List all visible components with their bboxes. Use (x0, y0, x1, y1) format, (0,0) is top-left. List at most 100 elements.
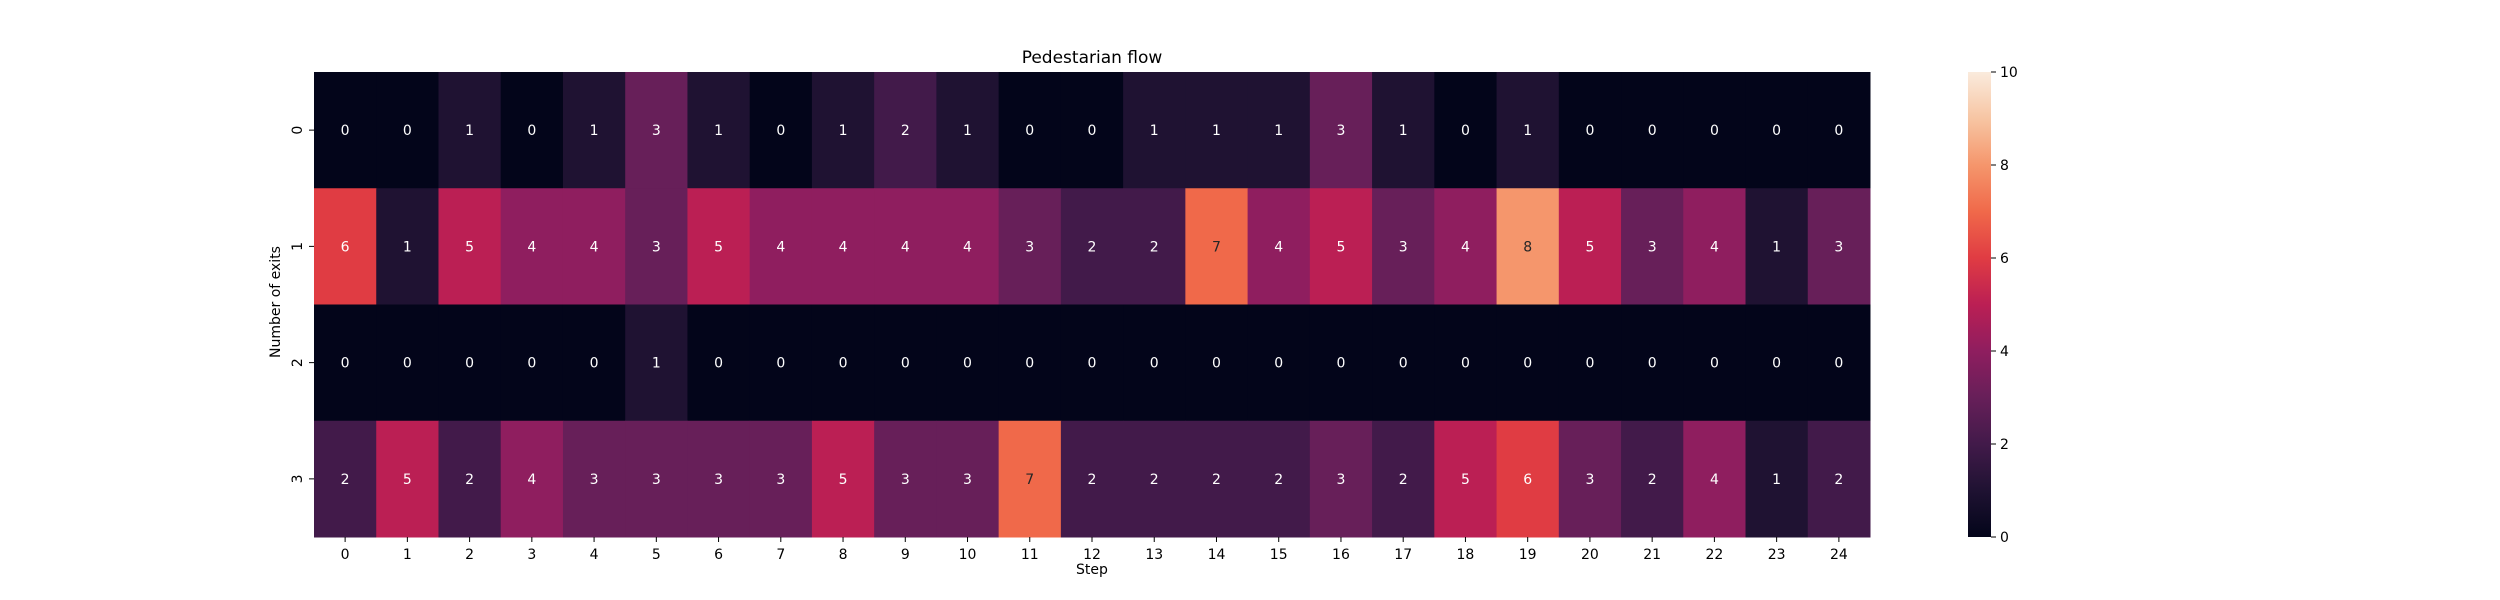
y-tick-label: 1 (290, 242, 306, 251)
x-tick-label: 3 (527, 547, 536, 563)
heatmap-cell (1247, 304, 1311, 422)
heatmap-cell (811, 188, 875, 305)
heatmap-cell (1745, 304, 1809, 422)
heatmap-cell (625, 72, 688, 189)
cell-value-label: 0 (1088, 123, 1097, 139)
heatmap-cell (1060, 72, 1124, 189)
cell-value-label: 3 (1585, 472, 1594, 488)
cell-value-label: 0 (1710, 123, 1719, 139)
heatmap-cell (874, 420, 937, 538)
heatmap-cell (1807, 72, 1871, 189)
heatmap-cell (874, 304, 937, 422)
cell-value-label: 1 (465, 123, 474, 139)
heatmap-cell (998, 420, 1062, 538)
cell-value-label: 0 (1212, 356, 1221, 372)
cell-value-label: 0 (403, 356, 412, 372)
heatmap-cell (1558, 304, 1622, 422)
y-tick-label: 2 (290, 358, 306, 367)
x-tick-label: 15 (1270, 547, 1288, 563)
cell-value-label: 0 (1710, 356, 1719, 372)
heatmap-cell (1683, 188, 1747, 305)
cell-value-label: 0 (1523, 356, 1532, 372)
cell-value-label: 2 (901, 123, 910, 139)
heatmap-cell (998, 72, 1062, 189)
heatmap-cell (1247, 72, 1311, 189)
x-tick-label: 17 (1394, 547, 1412, 563)
heatmap-cell (438, 420, 502, 538)
cell-value-label: 3 (1025, 239, 1034, 255)
heatmap-cell (1309, 188, 1373, 305)
heatmap-cell (936, 188, 1000, 305)
cell-value-label: 0 (527, 123, 536, 139)
x-tick-label: 18 (1457, 547, 1475, 563)
heatmap-cell (500, 420, 564, 538)
colorbar-tick-label: 4 (2000, 344, 2009, 360)
y-tick-label: 0 (290, 126, 306, 135)
heatmap-cell (314, 72, 377, 189)
heatmap-cell (687, 304, 751, 422)
cell-value-label: 1 (714, 123, 723, 139)
cell-value-label: 6 (1523, 472, 1532, 488)
heatmap-cell (1621, 420, 1684, 538)
heatmap-cell (1496, 72, 1560, 189)
cell-value-label: 6 (341, 239, 350, 255)
cell-value-label: 5 (1336, 239, 1345, 255)
heatmap-cell (1309, 304, 1373, 422)
cell-value-label: 0 (1585, 123, 1594, 139)
cell-value-label: 0 (1461, 123, 1470, 139)
heatmap-cell (1123, 304, 1186, 422)
cell-value-label: 5 (1461, 472, 1470, 488)
colorbar-tick-label: 0 (2000, 530, 2009, 546)
heatmap-cell (687, 188, 751, 305)
heatmap-cell (1683, 304, 1747, 422)
colorbar-tick-label: 8 (2000, 158, 2009, 174)
cell-value-label: 0 (714, 356, 723, 372)
heatmap-cell (500, 304, 564, 422)
heatmap-cell (562, 188, 626, 305)
cell-value-label: 0 (1399, 356, 1408, 372)
x-tick-label: 14 (1208, 547, 1226, 563)
heatmap-cell (1683, 72, 1747, 189)
cell-value-label: 0 (839, 356, 848, 372)
heatmap-cell (749, 420, 813, 538)
cell-value-label: 3 (1336, 472, 1345, 488)
heatmap-cell (998, 304, 1062, 422)
cell-value-label: 0 (963, 356, 972, 372)
heatmap-cell (1247, 420, 1311, 538)
heatmap-cell (1745, 72, 1809, 189)
heatmap-cell (1807, 304, 1871, 422)
cell-value-label: 4 (1274, 239, 1283, 255)
cell-value-label: 1 (1150, 123, 1159, 139)
cell-value-label: 0 (1150, 356, 1159, 372)
cell-value-label: 0 (1834, 123, 1843, 139)
cell-value-label: 2 (1088, 472, 1097, 488)
heatmap-cell (376, 72, 439, 189)
heatmap-cell (874, 72, 937, 189)
cell-value-label: 2 (1150, 472, 1159, 488)
heatmap-cell (1372, 420, 1435, 538)
cell-value-label: 0 (1088, 356, 1097, 372)
heatmap-cell (1309, 420, 1373, 538)
cell-value-label: 0 (1648, 123, 1657, 139)
heatmap-cell (1558, 420, 1622, 538)
heatmap-cell (874, 188, 937, 305)
heatmap-cell (562, 304, 626, 422)
cell-value-label: 0 (1336, 356, 1345, 372)
x-tick-label: 8 (839, 547, 848, 563)
cell-value-label: 0 (1585, 356, 1594, 372)
cell-value-label: 2 (1648, 472, 1657, 488)
cell-value-label: 2 (1274, 472, 1283, 488)
x-tick-label: 23 (1768, 547, 1786, 563)
x-tick-label: 6 (714, 547, 723, 563)
heatmap-cell (1434, 72, 1498, 189)
cell-value-label: 3 (963, 472, 972, 488)
heatmap-cell (1496, 420, 1560, 538)
x-tick-label: 9 (901, 547, 910, 563)
heatmap-cell (1496, 188, 1560, 305)
cell-value-label: 1 (1772, 239, 1781, 255)
cell-value-label: 7 (1025, 472, 1034, 488)
y-tick-label: 3 (290, 474, 306, 483)
cell-value-label: 0 (341, 356, 350, 372)
heatmap-cell (1807, 420, 1871, 538)
